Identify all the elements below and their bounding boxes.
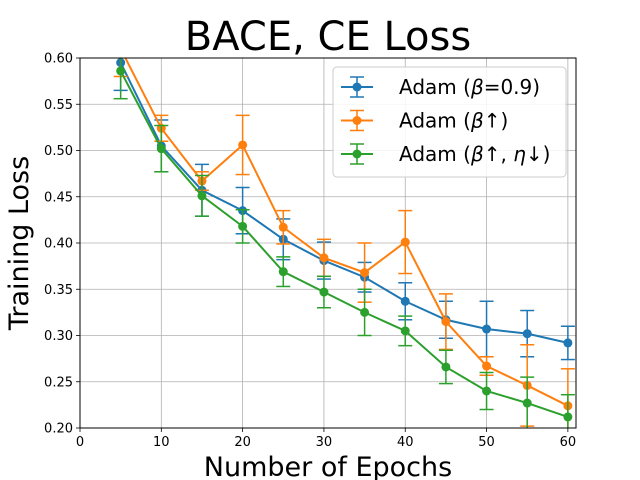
data-point [482,324,492,334]
legend-label: Adam (β↑) [399,109,508,133]
x-tick-label: 20 [234,435,251,450]
x-tick-label: 50 [478,435,495,450]
data-point [441,317,451,327]
legend: Adam (β=0.9) Adam (β↑) Adam (β↑, η↓) [332,66,567,178]
data-point [116,44,125,53]
data-point [278,267,288,277]
y-axis-label: Training Loss [4,156,35,331]
x-tick-label: 60 [560,435,577,450]
data-point [400,326,410,336]
legend-entry-1: Adam (β=0.9) [341,75,540,99]
data-point [360,268,370,278]
legend-entry-2: Adam (β↑) [341,109,508,133]
legend-label: Adam (β=0.9) [399,75,540,99]
series-line [119,62,569,344]
data-point [482,361,492,371]
legend-swatch-marker [352,82,362,92]
y-tick-label: 0.30 [44,329,73,344]
data-point [522,398,532,408]
x-tick-label: 10 [153,435,170,450]
data-point [360,307,370,317]
data-point [482,386,492,396]
x-tick-label: 0 [76,435,84,450]
chart-title: BACE, CE Loss [185,14,471,60]
data-point [563,412,573,422]
data-point [197,191,207,201]
y-tick-label: 0.55 [44,98,73,113]
data-point [563,338,573,348]
y-tick-label: 0.50 [44,144,73,159]
x-axis-label: Number of Epochs [204,452,452,480]
data-point [278,222,288,232]
y-tick-label: 0.60 [44,52,73,67]
legend-box [332,66,567,178]
data-point [522,329,532,339]
x-tick-label: 40 [397,435,414,450]
legend-swatch-marker [352,149,362,159]
y-tick-label: 0.20 [44,422,73,437]
y-tick-label: 0.40 [44,237,73,252]
legend-label: Adam (β↑, η↓) [399,142,550,166]
series-line [119,70,569,418]
data-point [156,144,166,154]
data-point [400,296,410,306]
ticks: 0 10 20 30 40 50 60 0.20 0.25 0.30 0.35 0.40 0.45 0.5… [44,52,576,451]
y-tick-label: 0.35 [44,283,73,298]
y-tick-label: 0.25 [44,375,73,390]
legend-entry-3: Adam (β↑, η↓) [341,142,550,166]
data-point [238,140,248,150]
data-point [238,221,248,231]
x-tick-label: 30 [316,435,333,450]
data-point [319,253,329,263]
data-point [441,362,451,372]
legend-swatch-marker [352,116,362,125]
series-2 [113,44,575,428]
data-point [319,287,329,297]
data-point [400,237,410,247]
series-layer [113,44,575,428]
series-3 [113,58,575,428]
data-point [116,66,126,76]
y-tick-label: 0.45 [44,190,73,205]
series-line [124,58,569,407]
